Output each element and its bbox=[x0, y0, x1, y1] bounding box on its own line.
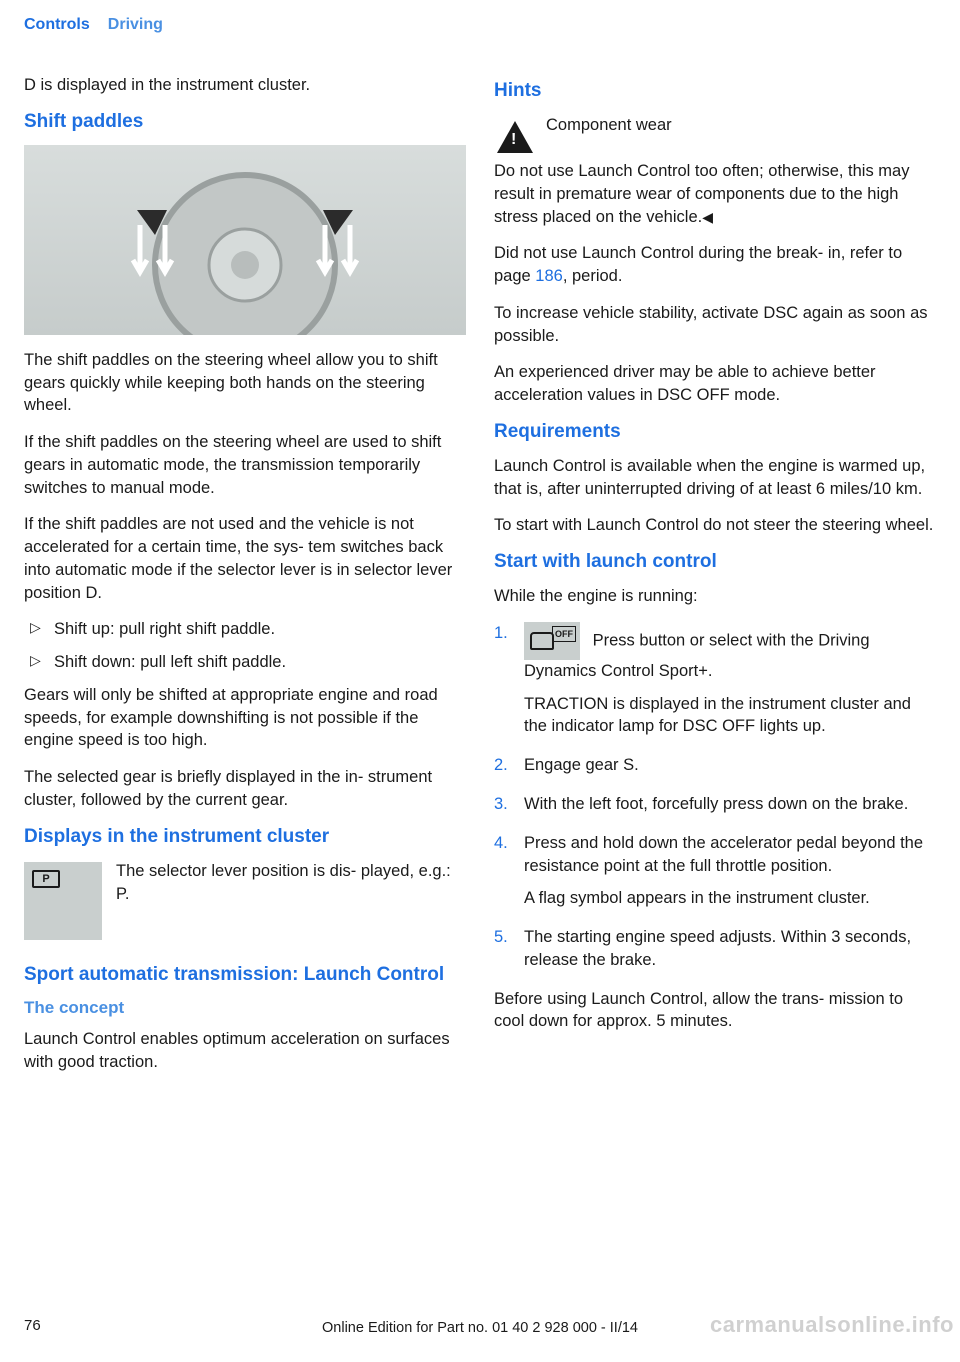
heading-displays: Displays in the instrument cluster bbox=[24, 826, 466, 848]
body-text: Did not use Launch Control during the br… bbox=[494, 242, 936, 288]
right-column: Hints Component wear Do not use Launch C… bbox=[494, 74, 936, 1087]
body-text: Before using Launch Control, allow the t… bbox=[494, 988, 936, 1034]
list-item: Shift down: pull left shift paddle. bbox=[24, 651, 466, 674]
step-number: 1. bbox=[494, 622, 508, 645]
intro-text: D is displayed in the instrument cluster… bbox=[24, 74, 466, 97]
selector-p-label: P bbox=[32, 870, 60, 888]
display-block: P The selector lever position is dis‐ pl… bbox=[24, 860, 466, 946]
step-number: 3. bbox=[494, 793, 508, 816]
body-text: The selected gear is briefly displayed i… bbox=[24, 766, 466, 812]
selector-p-icon: P bbox=[24, 862, 102, 940]
list-item: 1. Press button or select with the Drivi… bbox=[494, 622, 936, 738]
body-text: Gears will only be shifted at appropriat… bbox=[24, 684, 466, 752]
body-text: To start with Launch Control do not stee… bbox=[494, 514, 936, 537]
heading-hints: Hints bbox=[494, 80, 936, 102]
list-item: Shift up: pull right shift paddle. bbox=[24, 618, 466, 641]
list-item: 5. The starting engine speed adjusts. Wi… bbox=[494, 926, 936, 972]
list-item: 3. With the left foot, forcefully press … bbox=[494, 793, 936, 816]
content-area: D is displayed in the instrument cluster… bbox=[0, 44, 960, 1087]
header-tab-driving: Driving bbox=[108, 16, 163, 34]
watermark: carmanualsonline.info bbox=[710, 1312, 954, 1338]
body-text: An experienced driver may be able to ach… bbox=[494, 361, 936, 407]
warning-title: Component wear bbox=[546, 114, 936, 137]
list-item: 4. Press and hold down the accelerator p… bbox=[494, 832, 936, 910]
left-column: D is displayed in the instrument cluster… bbox=[24, 74, 466, 1087]
heading-requirements: Requirements bbox=[494, 421, 936, 443]
step-sub: TRACTION is displayed in the instrument … bbox=[524, 693, 936, 739]
header-tab-controls: Controls bbox=[24, 16, 90, 34]
launch-steps: 1. Press button or select with the Drivi… bbox=[494, 622, 936, 972]
dsc-off-icon bbox=[524, 622, 580, 660]
body-text: If the shift paddles on the steering whe… bbox=[24, 431, 466, 499]
warning-icon bbox=[494, 116, 536, 158]
list-item: 2. Engage gear S. bbox=[494, 754, 936, 777]
heading-shift-paddles: Shift paddles bbox=[24, 111, 466, 133]
step-number: 5. bbox=[494, 926, 508, 949]
heading-sport-launch: Sport automatic transmission: Launch Con… bbox=[24, 964, 466, 986]
step-number: 2. bbox=[494, 754, 508, 777]
page-header: Controls Driving bbox=[0, 0, 960, 44]
body-text: Launch Control enables optimum accelerat… bbox=[24, 1028, 466, 1074]
shift-paddle-image bbox=[24, 145, 466, 335]
step-sub: A flag symbol appears in the instrument … bbox=[524, 887, 936, 910]
step-number: 4. bbox=[494, 832, 508, 855]
body-text: To increase vehicle stability, activate … bbox=[494, 302, 936, 348]
heading-concept: The concept bbox=[24, 998, 466, 1018]
page-link-186[interactable]: 186 bbox=[535, 267, 563, 285]
warning-body: Do not use Launch Control too often; oth… bbox=[494, 160, 936, 228]
body-text: The selector lever position is dis‐ play… bbox=[116, 860, 466, 906]
body-text: Launch Control is available when the eng… bbox=[494, 455, 936, 501]
warning-block: Component wear bbox=[494, 114, 936, 160]
heading-start-launch: Start with launch control bbox=[494, 551, 936, 573]
steering-wheel-icon bbox=[24, 145, 466, 335]
shift-list: Shift up: pull right shift paddle. Shift… bbox=[24, 618, 466, 674]
body-text: While the engine is running: bbox=[494, 585, 936, 608]
body-text: If the shift paddles are not used and th… bbox=[24, 513, 466, 604]
body-text: The shift paddles on the steering wheel … bbox=[24, 349, 466, 417]
